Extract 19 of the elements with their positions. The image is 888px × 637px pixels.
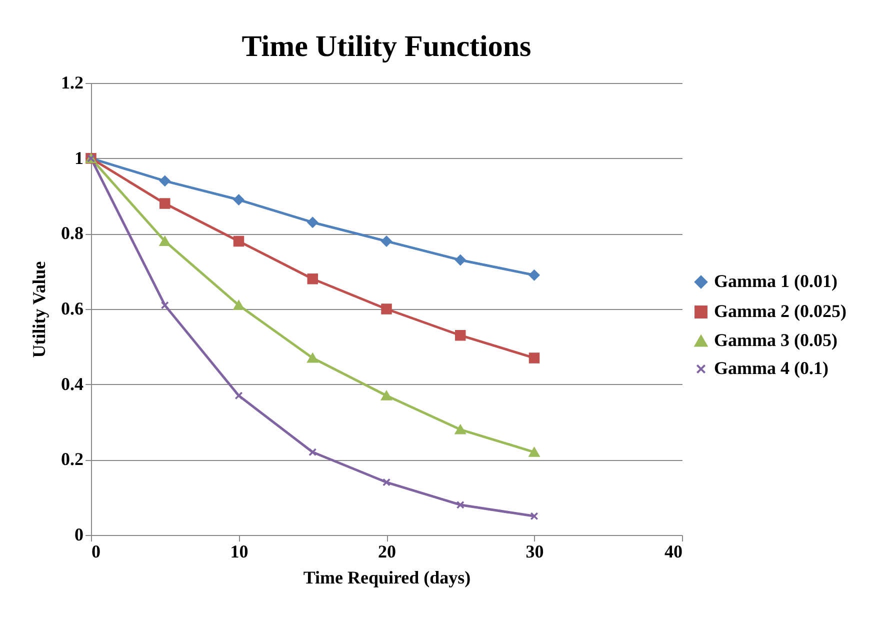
chart-title: Time Utility Functions	[242, 30, 532, 63]
x-tick-label: 20	[378, 542, 396, 562]
y-tick-label: 1.2	[61, 72, 84, 92]
y-tick-label: 0.4	[61, 374, 84, 394]
y-tick-label: 0.8	[61, 223, 84, 244]
legend-label: Gamma 4 (0.1)	[714, 358, 828, 378]
y-tick-label: 0.2	[61, 449, 84, 470]
legend-label: Gamma 2 (0.025)	[714, 301, 846, 321]
y-tick-label: 1	[74, 148, 84, 168]
y-axis-title: Utility Value	[29, 261, 49, 358]
y-tick-label: 0.6	[61, 298, 84, 318]
legend-label: Gamma 3 (0.05)	[714, 330, 838, 350]
x-axis-title: Time Required (days)	[303, 568, 471, 588]
y-tick-label: 0	[74, 524, 84, 544]
x-tick-label: 0	[92, 542, 100, 562]
x-tick-label: 40	[664, 542, 682, 562]
x-tick-label: 30	[526, 542, 544, 562]
x-tick-label: 10	[230, 542, 248, 562]
legend-label: Gamma 1 (0.01)	[714, 271, 838, 291]
